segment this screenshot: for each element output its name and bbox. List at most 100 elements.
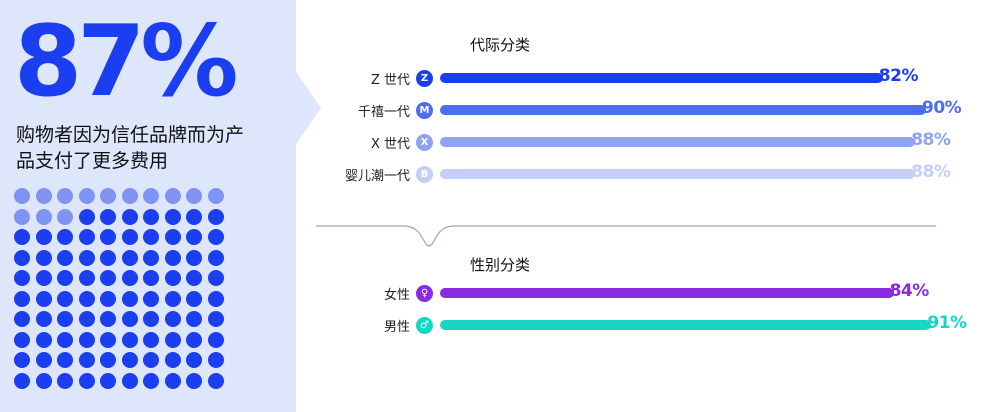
dot-filled <box>164 208 181 225</box>
dot-empty <box>35 188 52 204</box>
dot-filled <box>143 331 159 348</box>
dot-filled <box>121 311 138 327</box>
category-badge-icon: ♂ <box>416 317 433 334</box>
dot-filled <box>121 372 138 389</box>
dot-filled <box>186 208 202 225</box>
dot-filled <box>100 270 116 286</box>
bar-value-label: 91% <box>927 313 967 333</box>
category-label: 千禧一代 <box>357 105 410 120</box>
dot-filled <box>207 229 224 245</box>
dot-filled <box>57 372 73 389</box>
dot-empty <box>14 208 30 225</box>
dot-filled <box>143 229 159 245</box>
dot-filled <box>78 208 95 225</box>
dot-filled <box>14 249 30 266</box>
dot-filled <box>57 249 73 266</box>
category-badge-icon: X <box>416 134 433 151</box>
dot-empty <box>207 188 224 204</box>
dot-filled <box>186 372 202 389</box>
dot-empty <box>57 208 73 225</box>
dot-filled <box>121 331 138 348</box>
dot-filled <box>143 249 159 266</box>
dot-filled <box>207 311 224 327</box>
category-label: X 世代 <box>370 137 410 152</box>
dot-filled <box>164 352 181 368</box>
dot-filled <box>164 249 181 266</box>
dot-filled <box>35 270 52 286</box>
dot-filled <box>186 270 202 286</box>
dot-filled <box>186 249 202 266</box>
dot-filled <box>14 331 30 348</box>
headline-text: 购物者因为信任品牌而为产品支付了更多费用 <box>16 124 245 172</box>
dot-filled <box>164 270 181 286</box>
dot-filled <box>121 208 138 225</box>
dot-filled <box>164 372 181 389</box>
dot-filled <box>57 270 73 286</box>
dot-filled <box>78 372 95 389</box>
dot-filled <box>121 290 138 307</box>
panel-arrow <box>295 70 321 146</box>
dot-filled <box>57 331 73 348</box>
dot-filled <box>186 352 202 368</box>
dot-filled <box>78 311 95 327</box>
dot-filled <box>35 331 52 348</box>
category-label: 女性 <box>383 288 410 303</box>
dot-empty <box>57 188 73 204</box>
headline-percent: 87% <box>14 5 239 119</box>
dot-filled <box>78 352 95 368</box>
dot-filled <box>57 311 73 327</box>
dot-filled <box>100 290 116 307</box>
dot-filled <box>164 290 181 307</box>
bar <box>440 288 894 298</box>
dot-filled <box>207 208 224 225</box>
dot-filled <box>14 352 30 368</box>
dot-filled <box>57 352 73 368</box>
dot-filled <box>121 229 138 245</box>
dot-filled <box>100 372 116 389</box>
dot-empty <box>143 188 159 204</box>
dot-filled <box>57 290 73 307</box>
dot-filled <box>207 270 224 286</box>
dot-filled <box>207 290 224 307</box>
dot-filled <box>100 229 116 245</box>
dot-filled <box>121 352 138 368</box>
dot-filled <box>14 229 30 245</box>
dot-filled <box>78 270 95 286</box>
dot-filled <box>78 249 95 266</box>
dot-filled <box>14 270 30 286</box>
dot-filled <box>164 331 181 348</box>
category-badge-icon: M <box>416 102 433 119</box>
dot-filled <box>207 352 224 368</box>
dot-empty <box>100 188 116 204</box>
bar <box>440 73 883 83</box>
dot-filled <box>78 229 95 245</box>
chart-title: 性别分类 <box>470 256 531 274</box>
bar <box>440 320 932 330</box>
dot-filled <box>121 249 138 266</box>
dot-filled <box>143 372 159 389</box>
dot-filled <box>57 229 73 245</box>
bar <box>440 137 916 147</box>
dot-filled <box>35 290 52 307</box>
dot-filled <box>100 249 116 266</box>
dot-filled <box>100 208 116 225</box>
dot-filled <box>35 249 52 266</box>
dot-filled <box>143 270 159 286</box>
dot-empty <box>14 188 30 204</box>
bar <box>440 169 916 179</box>
category-badge-icon: Z <box>416 70 433 87</box>
category-label: 男性 <box>383 320 410 335</box>
bar-value-label: 84% <box>889 281 930 301</box>
dot-filled <box>207 372 224 389</box>
dot-empty <box>186 188 202 204</box>
dot-filled <box>186 229 202 245</box>
dot-filled <box>121 270 138 286</box>
dot-filled <box>164 311 181 327</box>
dot-filled <box>143 352 159 368</box>
dot-filled <box>186 311 202 327</box>
dot-filled <box>164 229 181 245</box>
dot-filled <box>78 331 95 348</box>
dot-empty <box>35 208 52 225</box>
bar-value-label: 82% <box>878 66 919 86</box>
dot-filled <box>78 290 95 307</box>
